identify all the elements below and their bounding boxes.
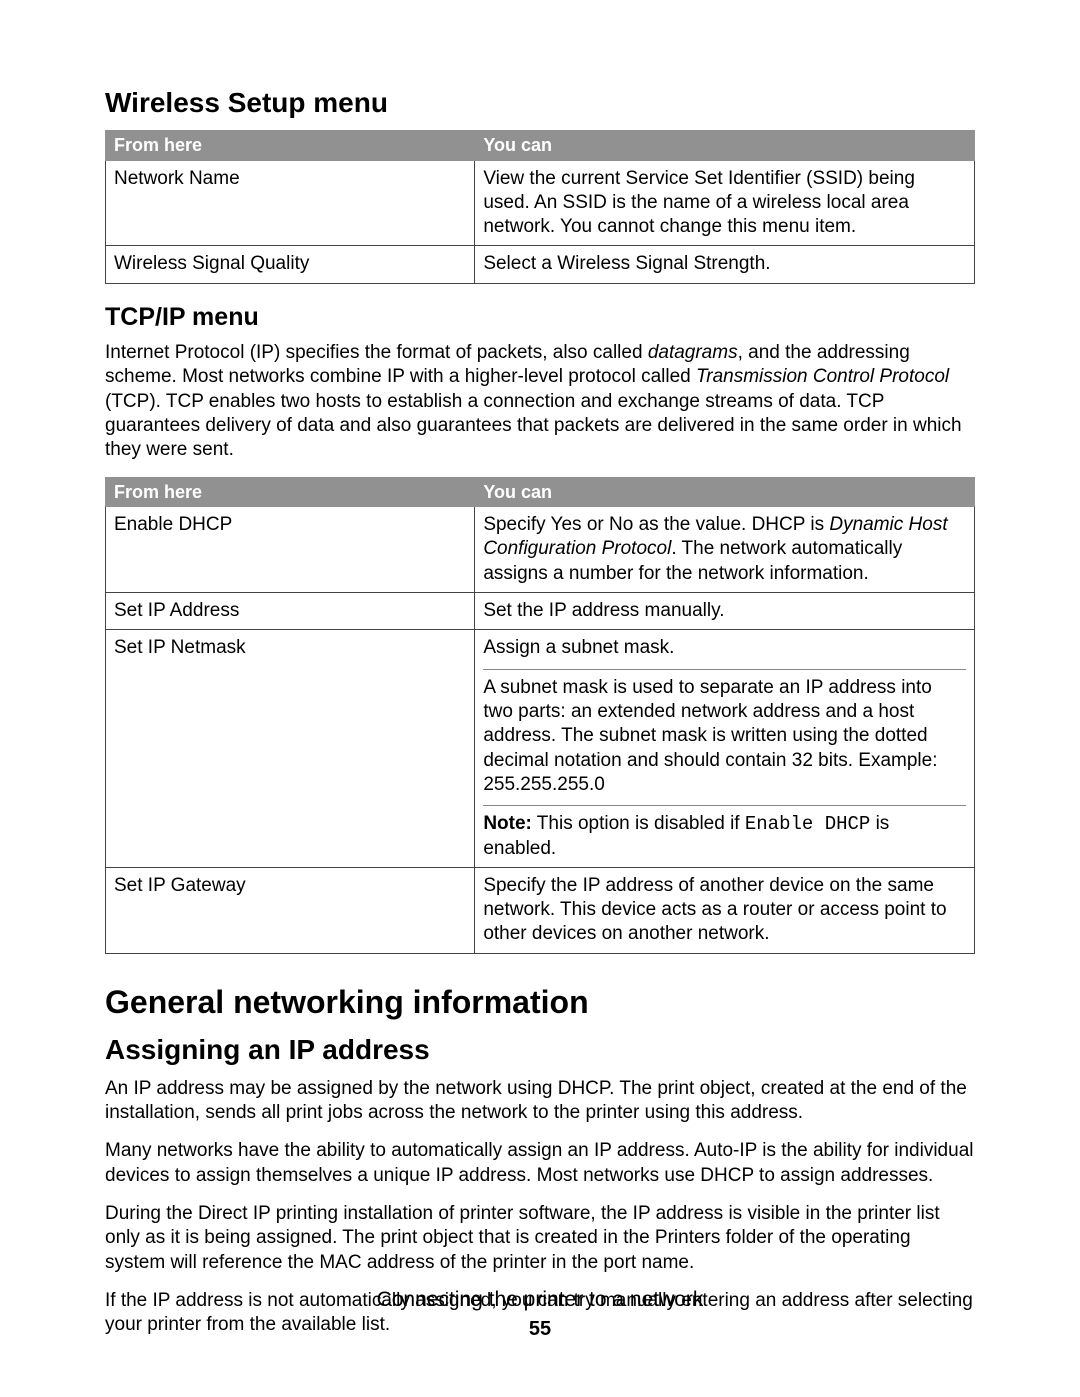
cell-set-ip-gateway: Set IP Gateway: [106, 867, 475, 953]
table-header-you-can: You can: [475, 131, 975, 161]
general-networking-heading: General networking information: [105, 982, 975, 1022]
cell-signal-quality-desc: Select a Wireless Signal Strength.: [475, 246, 975, 283]
code-text: Enable DHCP: [745, 813, 870, 835]
table-row: Set IP Gateway Specify the IP address of…: [106, 867, 975, 953]
netmask-block-1: Assign a subnet mask.: [483, 636, 966, 660]
text: (TCP). TCP enables two hosts to establis…: [105, 391, 962, 461]
table-header-from-here: From here: [106, 477, 475, 507]
cell-set-ip-netmask: Set IP Netmask: [106, 630, 475, 868]
table-row: Enable DHCP Specify Yes or No as the val…: [106, 507, 975, 593]
wireless-setup-heading: Wireless Setup menu: [105, 85, 975, 120]
document-page: Wireless Setup menu From here You can Ne…: [0, 0, 1080, 1397]
cell-network-name: Network Name: [106, 160, 475, 246]
netmask-block-2: A subnet mask is used to separate an IP …: [483, 669, 966, 798]
cell-set-ip-gateway-desc: Specify the IP address of another device…: [475, 867, 975, 953]
assign-ip-p3: During the Direct IP printing installati…: [105, 1202, 975, 1275]
cell-set-ip-netmask-desc: Assign a subnet mask. A subnet mask is u…: [475, 630, 975, 868]
cell-enable-dhcp-desc: Specify Yes or No as the value. DHCP is …: [475, 507, 975, 593]
tcpip-table: From here You can Enable DHCP Specify Ye…: [105, 477, 975, 954]
wireless-setup-table: From here You can Network Name View the …: [105, 130, 975, 284]
table-header-you-can: You can: [475, 477, 975, 507]
assigning-ip-heading: Assigning an IP address: [105, 1032, 975, 1067]
footer-page-number: 55: [0, 1317, 1080, 1342]
italic-text: Transmission Control Protocol: [696, 366, 949, 387]
cell-signal-quality: Wireless Signal Quality: [106, 246, 475, 283]
text: Specify Yes or No as the value. DHCP is: [483, 514, 829, 535]
table-row: Wireless Signal Quality Select a Wireles…: [106, 246, 975, 283]
italic-text: datagrams: [648, 342, 738, 363]
table-row: Set IP Address Set the IP address manual…: [106, 593, 975, 630]
assign-ip-p1: An IP address may be assigned by the net…: [105, 1077, 975, 1126]
page-footer: Connecting the printer to a network 55: [0, 1287, 1080, 1342]
note-label: Note:: [483, 813, 532, 834]
table-row: Set IP Netmask Assign a subnet mask. A s…: [106, 630, 975, 868]
cell-set-ip-address-desc: Set the IP address manually.: [475, 593, 975, 630]
assign-ip-p2: Many networks have the ability to automa…: [105, 1139, 975, 1188]
text: This option is disabled if: [532, 813, 745, 834]
text: Internet Protocol (IP) specifies the for…: [105, 342, 648, 363]
tcpip-intro: Internet Protocol (IP) specifies the for…: [105, 341, 975, 463]
netmask-block-3: Note: This option is disabled if Enable …: [483, 805, 966, 861]
footer-title: Connecting the printer to a network: [0, 1287, 1080, 1313]
cell-set-ip-address: Set IP Address: [106, 593, 475, 630]
cell-enable-dhcp: Enable DHCP: [106, 507, 475, 593]
table-header-from-here: From here: [106, 131, 475, 161]
tcpip-heading: TCP/IP menu: [105, 302, 975, 333]
table-row: Network Name View the current Service Se…: [106, 160, 975, 246]
cell-network-name-desc: View the current Service Set Identifier …: [475, 160, 975, 246]
